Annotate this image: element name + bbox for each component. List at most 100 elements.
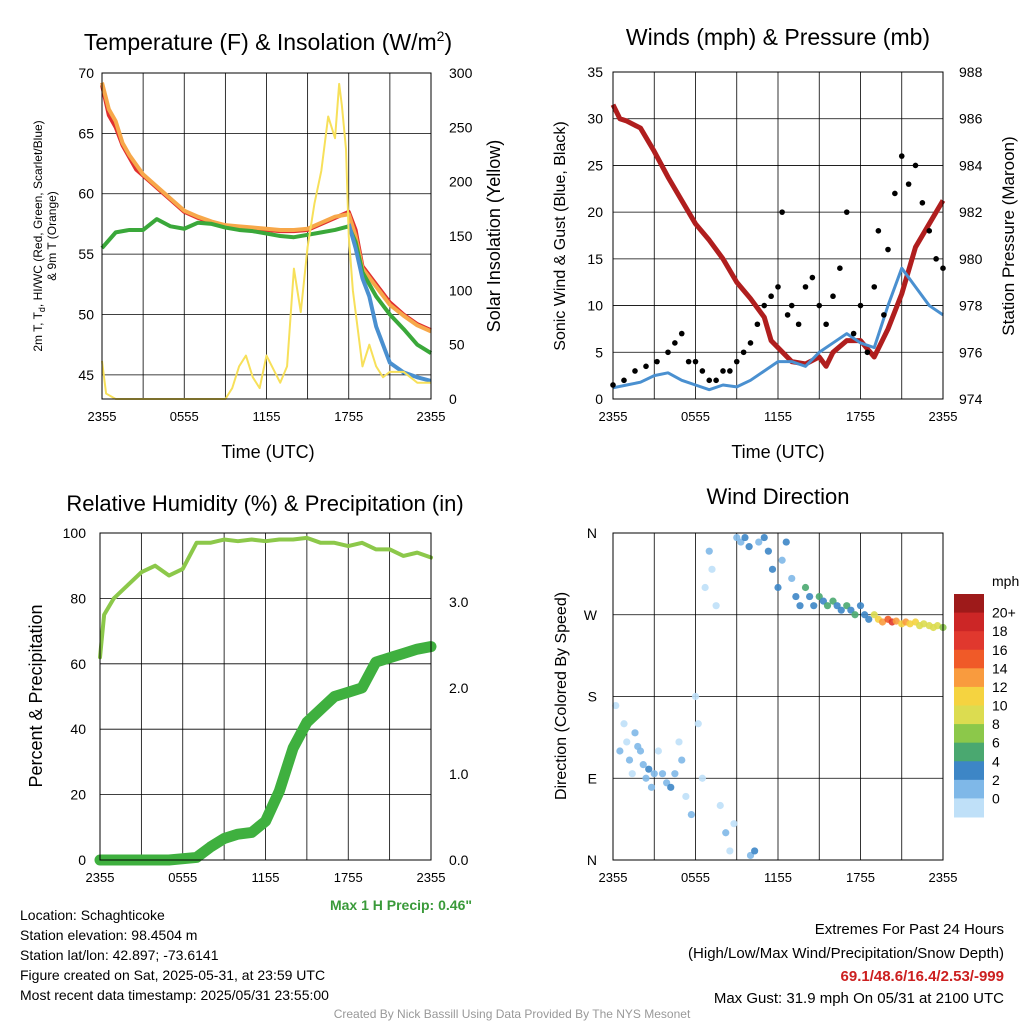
direction-point [801, 583, 810, 592]
y2-tick-label: 2.0 [449, 680, 469, 696]
gust-point [933, 256, 939, 262]
series-line [612, 266, 944, 392]
direction-point [701, 583, 709, 592]
direction-ylabel: Direction (Colored By Speed) [553, 592, 570, 800]
gust-point [871, 284, 878, 290]
direction-point [796, 602, 804, 610]
direction-point [892, 617, 900, 625]
direction-point [625, 756, 634, 764]
y2-tick-label: 982 [959, 204, 983, 220]
gust-point [816, 302, 823, 309]
colorbar-label: 8 [992, 716, 1000, 732]
x-tick-label: 2355 [929, 409, 958, 424]
direction-point [755, 538, 763, 546]
direction-point [691, 692, 700, 701]
direction-point [741, 533, 749, 542]
colorbar-label: 2 [992, 772, 1000, 788]
y-tick-label: 40 [70, 721, 86, 737]
series-line [94, 641, 437, 866]
gust-point [685, 358, 692, 365]
created-line: Figure created on Sat, 2025-05-31, at 23… [20, 967, 326, 983]
x-tick-label: 1155 [253, 409, 281, 424]
y2-tick-label: 250 [449, 119, 473, 135]
y-tick-label: 60 [70, 656, 86, 672]
y-tick-label: W [584, 607, 598, 623]
extremes-subtitle: (High/Low/Max Wind/Precipitation/Snow De… [688, 945, 1004, 962]
gust-point [713, 377, 719, 384]
gust-point [733, 358, 740, 365]
colorbar-label: 16 [992, 642, 1008, 658]
speed-colorbar: mph 20+ 18 16 14 12 10 8 6 4 2 0 [954, 573, 1019, 818]
temperature-ylabel: 2m T, Td, HI/WC (Red, Green, Scarlet/Blu… [31, 120, 59, 351]
direction-point [764, 547, 772, 555]
gust-point [761, 302, 768, 309]
direction-point [823, 602, 832, 610]
direction-point [654, 747, 662, 755]
y-tick-label: 65 [78, 125, 94, 141]
y-tick-label: 0 [78, 852, 86, 868]
colorbar-label: 4 [992, 753, 1000, 769]
x-tick-label: 1755 [334, 870, 363, 885]
gust-point [747, 340, 754, 346]
series-line [100, 217, 433, 355]
gust-point [802, 284, 809, 290]
x-tick-label: 0555 [681, 409, 710, 424]
direction-point [865, 615, 873, 623]
y2-tick-label: 50 [449, 337, 465, 353]
direction-point [682, 792, 690, 801]
colorbar-swatch [954, 705, 984, 725]
winds-y2label: Station Pressure (Maroon) [999, 136, 1018, 335]
y2-tick-label: 200 [449, 174, 473, 190]
y2-tick-label: 978 [959, 298, 983, 314]
direction-grid [613, 533, 943, 860]
direction-point [678, 756, 686, 764]
colorbar-swatch [954, 761, 984, 781]
direction-point [623, 738, 631, 746]
gust-point [672, 340, 678, 346]
gust-point [779, 209, 785, 215]
direction-point [810, 602, 818, 610]
temperature-panel: Temperature (F) & Insolation (W/m2) 2355… [31, 28, 504, 462]
gust-point [788, 302, 795, 309]
station-info: Location: Schaghticoke Station elevation… [20, 905, 329, 1005]
y-tick-label: 30 [587, 111, 603, 127]
elevation-line: Station elevation: 98.4504 m [20, 927, 198, 943]
y-tick-label: 45 [78, 367, 94, 383]
latlon-line: Station lat/lon: 42.897; -73.6141 [20, 947, 219, 963]
winds-xlabel: Time (UTC) [731, 442, 824, 462]
colorbar-swatch [954, 649, 984, 669]
gust-point [857, 302, 864, 309]
humidity-frame [99, 532, 432, 861]
y-tick-label: 20 [587, 204, 603, 220]
x-tick-label: 1155 [764, 409, 792, 424]
direction-point [667, 783, 675, 791]
gust-point [898, 153, 905, 159]
gust-point [864, 349, 871, 356]
gust-point [754, 321, 761, 328]
direction-point [730, 820, 738, 828]
svg-text:2m T, Td, HI/WC (Red, Green, S: 2m T, Td, HI/WC (Red, Green, Scarlet/Blu… [31, 120, 47, 351]
x-tick-label: 1755 [846, 870, 875, 885]
direction-point [806, 592, 814, 601]
location-line: Location: Schaghticoke [20, 907, 165, 923]
gust-point [850, 330, 857, 337]
colorbar-swatch [954, 594, 984, 614]
gust-point [706, 377, 713, 384]
direction-point [642, 774, 650, 782]
x-tick-label: 0555 [681, 870, 710, 885]
extremes-values: 69.1/48.6/16.4/2.53/-999 [840, 968, 1004, 985]
direction-point [906, 620, 914, 628]
gust-point [881, 312, 887, 318]
gust-point [795, 321, 802, 328]
humidity-ylabel: Percent & Precipitation [26, 604, 46, 787]
direction-point [698, 774, 706, 782]
direction-point [636, 747, 645, 755]
direction-point [788, 574, 796, 583]
gust-point [892, 190, 898, 197]
colorbar-swatch [954, 798, 984, 818]
gust-point [843, 209, 850, 215]
gust-point [692, 358, 699, 365]
direction-point [851, 611, 859, 619]
temperature-series [100, 82, 433, 400]
